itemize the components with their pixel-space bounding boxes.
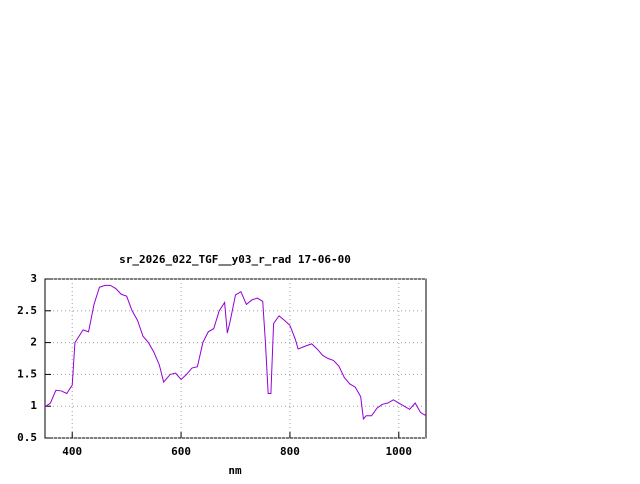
y-tick-label: 2: [30, 336, 37, 349]
y-tick-label: 2.5: [17, 304, 37, 317]
plot-frame: [44, 278, 427, 439]
y-tick-label: 3: [30, 272, 37, 285]
y-tick-label: 1.5: [17, 367, 37, 380]
y-tick-label: 1: [30, 399, 37, 412]
x-tick-label: 1000: [386, 445, 413, 458]
chart-title: sr_2026_022_TGF__y03_r_rad 17-06-00: [119, 253, 351, 266]
y-tick-label: 0.5: [17, 431, 37, 444]
x-tick-label: 600: [171, 445, 191, 458]
x-tick-label: 400: [62, 445, 82, 458]
x-axis-label: nm: [228, 464, 242, 477]
data-line: [44, 284, 427, 421]
x-tick-label: 800: [280, 445, 300, 458]
